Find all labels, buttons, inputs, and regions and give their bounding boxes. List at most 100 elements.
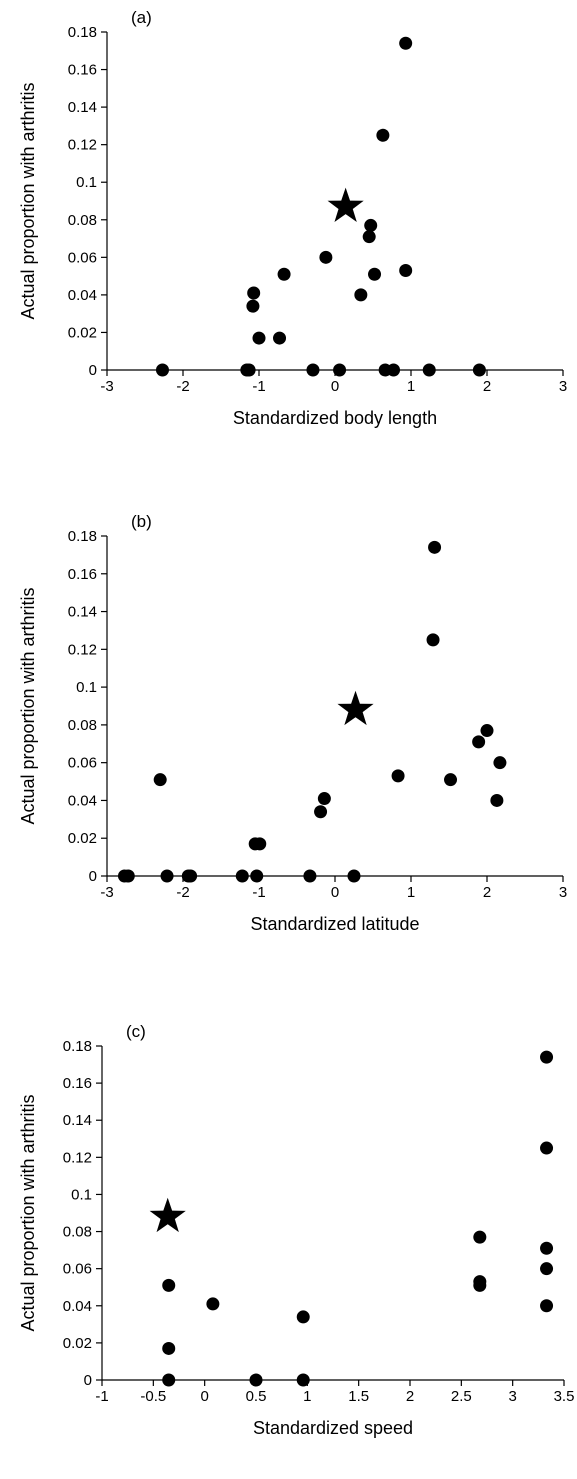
x-axis-title: Standardized speed — [253, 1418, 413, 1438]
x-tick-label: 1.5 — [348, 1388, 369, 1405]
x-axis-title: Standardized latitude — [250, 914, 419, 934]
data-point — [250, 869, 264, 883]
data-point — [273, 331, 287, 345]
data-point — [493, 756, 507, 770]
star-marker — [327, 187, 364, 222]
data-point — [206, 1297, 220, 1311]
x-tick-label: 2.5 — [451, 1388, 472, 1405]
data-point — [162, 1373, 176, 1387]
x-tick-label: -1 — [95, 1388, 108, 1405]
y-tick-label: 0.06 — [68, 249, 97, 266]
data-point — [247, 286, 261, 300]
x-tick-label: 0 — [331, 378, 339, 395]
data-point — [399, 36, 413, 50]
data-point — [426, 633, 440, 647]
data-point — [252, 331, 266, 345]
y-tick-label: 0.04 — [68, 792, 97, 809]
panel-label: (a) — [131, 8, 152, 27]
y-tick-label: 0 — [89, 362, 97, 379]
data-point — [472, 363, 486, 377]
data-point — [347, 869, 361, 883]
x-tick-label: 0.5 — [246, 1388, 267, 1405]
data-point — [277, 267, 291, 281]
y-tick-label: 0.16 — [63, 1075, 92, 1092]
data-point — [540, 1299, 554, 1313]
data-point — [162, 1341, 176, 1355]
y-axis-title: Actual proportion with arthritis — [18, 1094, 38, 1331]
data-point — [184, 869, 198, 883]
x-tick-label: 2 — [483, 378, 491, 395]
y-tick-label: 0.1 — [71, 1186, 92, 1203]
data-point — [376, 128, 390, 142]
data-point — [399, 263, 413, 277]
data-point — [296, 1373, 310, 1387]
x-tick-label: 0 — [331, 884, 339, 901]
data-point — [333, 363, 347, 377]
data-point — [246, 299, 260, 313]
data-point — [368, 267, 382, 281]
y-tick-label: 0.06 — [68, 755, 97, 772]
data-point — [490, 793, 504, 807]
x-tick-label: -2 — [176, 378, 189, 395]
x-tick-label: -0.5 — [140, 1388, 166, 1405]
data-point — [155, 363, 169, 377]
x-tick-label: 3 — [508, 1388, 516, 1405]
data-point — [296, 1310, 310, 1324]
data-point — [354, 288, 368, 302]
x-tick-label: 1 — [407, 884, 415, 901]
data-point — [249, 1373, 263, 1387]
star-marker — [337, 690, 374, 726]
y-tick-label: 0.02 — [63, 1335, 92, 1352]
data-point — [160, 869, 174, 883]
x-tick-label: 1 — [407, 378, 415, 395]
data-point — [540, 1050, 554, 1064]
data-point — [391, 769, 405, 783]
data-point — [235, 869, 249, 883]
y-axis-title: Actual proportion with arthritis — [18, 587, 38, 824]
chart-panel-c: 0 0.02 0.04 0.06 0.08 0.1 0.12 0.14 0.16 0.18 -1 -0… — [18, 1022, 574, 1438]
x-tick-label: -1 — [252, 884, 265, 901]
y-tick-label: 0.1 — [76, 174, 97, 191]
x-axis-title: Standardized body length — [233, 408, 437, 428]
data-point — [306, 363, 320, 377]
data-point — [121, 869, 135, 883]
x-tick-label: 3.5 — [554, 1388, 575, 1405]
data-point — [303, 869, 317, 883]
x-tick-label: -3 — [100, 884, 113, 901]
data-point — [540, 1241, 554, 1255]
y-tick-label: 0.1 — [76, 679, 97, 696]
y-tick-label: 0 — [84, 1372, 92, 1389]
data-point — [540, 1141, 554, 1155]
y-tick-label: 0.04 — [63, 1298, 92, 1315]
x-tick-label: 0 — [200, 1388, 208, 1405]
chart-panel-b: 0 0.02 0.04 0.06 0.08 0.1 0.12 0.14 0.16 0.18 -3 -2… — [18, 512, 567, 934]
y-tick-label: 0.02 — [68, 830, 97, 847]
panel-label: (c) — [126, 1022, 146, 1041]
data-point — [317, 792, 331, 806]
panel-label: (b) — [131, 512, 152, 531]
data-point — [242, 363, 256, 377]
y-tick-label: 0.12 — [63, 1149, 92, 1166]
y-tick-label: 0.08 — [63, 1224, 92, 1241]
y-tick-label: 0.16 — [68, 62, 97, 79]
x-tick-label: 3 — [559, 378, 567, 395]
data-point — [480, 724, 494, 738]
y-tick-label: 0.04 — [68, 287, 97, 304]
y-tick-label: 0.14 — [68, 604, 97, 621]
y-tick-label: 0.18 — [68, 24, 97, 41]
data-point — [473, 1275, 487, 1289]
y-tick-label: 0.02 — [68, 324, 97, 341]
data-point — [422, 363, 436, 377]
data-point — [162, 1278, 176, 1292]
y-tick-label: 0 — [89, 868, 97, 885]
x-tick-label: -2 — [176, 884, 189, 901]
y-axis-title: Actual proportion with arthritis — [18, 82, 38, 319]
data-point — [362, 230, 376, 244]
x-tick-label: -3 — [100, 378, 113, 395]
y-tick-label: 0.14 — [63, 1112, 92, 1129]
y-tick-label: 0.08 — [68, 717, 97, 734]
chart-panel-a: 0 0.02 0.04 0.06 0.08 0.1 0.12 0.14 0.16 0.18 -3 -2… — [18, 8, 567, 428]
data-point — [364, 218, 378, 232]
data-point — [314, 805, 328, 819]
data-point — [319, 250, 333, 264]
